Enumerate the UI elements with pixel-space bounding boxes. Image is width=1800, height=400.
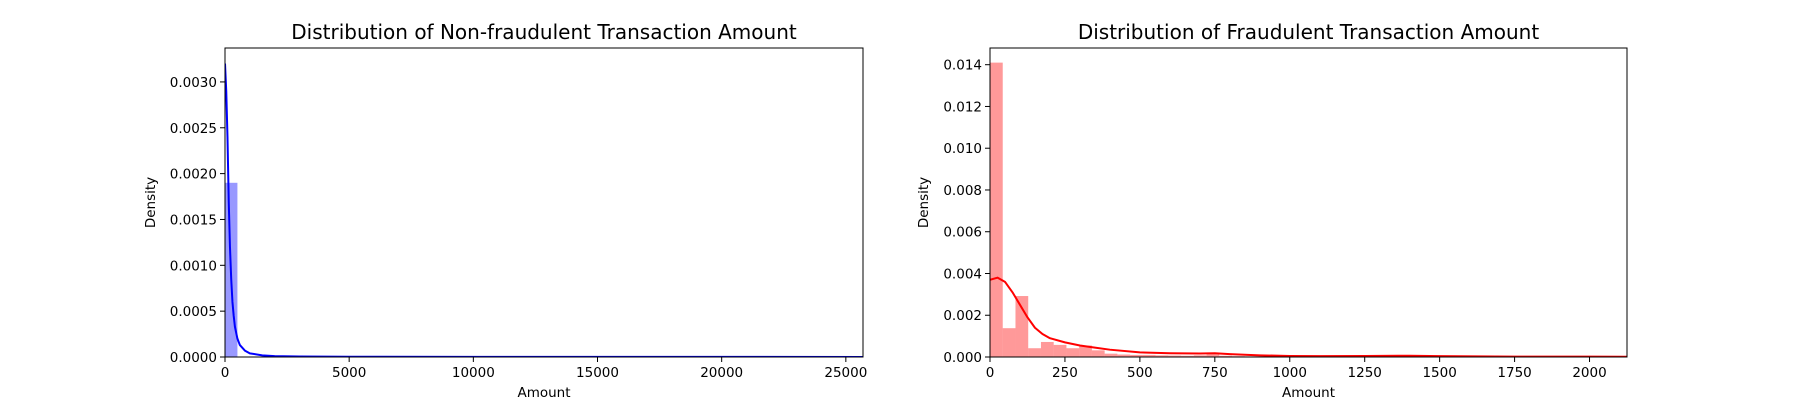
x-tick-label: 20000 xyxy=(700,365,743,381)
histogram-bar xyxy=(1040,341,1054,357)
histogram-bar xyxy=(1117,354,1131,357)
x-tick-label: 2000 xyxy=(1572,365,1606,381)
y-tick-label: 0.002 xyxy=(943,308,982,324)
x-axis-label: Amount xyxy=(517,385,570,400)
axes-frame xyxy=(224,47,864,358)
chart-title: Distribution of Non-fraudulent Transacti… xyxy=(291,20,797,44)
histogram-bar xyxy=(1130,354,1143,357)
histogram-bar xyxy=(1168,355,1182,357)
x-tick-label: 250 xyxy=(1052,365,1078,381)
y-tick-label: 0.010 xyxy=(943,141,982,157)
x-tick-label: 750 xyxy=(1202,365,1228,381)
x-axis-label: Amount xyxy=(1282,385,1335,400)
histogram-bars xyxy=(990,62,1627,357)
histogram-bar xyxy=(1028,348,1041,357)
histogram-bar xyxy=(1155,355,1169,357)
y-tick-label: 0.0015 xyxy=(170,212,217,228)
x-tick-label: 5000 xyxy=(332,365,366,381)
y-tick-label: 0.0000 xyxy=(170,350,217,366)
x-tick-label: 25000 xyxy=(824,365,867,381)
kde-line xyxy=(225,63,863,357)
histogram-bar xyxy=(1079,345,1092,357)
y-tick-label: 0.004 xyxy=(943,266,982,282)
y-tick-label: 0.0005 xyxy=(170,304,217,320)
y-tick-label: 0.0010 xyxy=(170,258,217,274)
y-tick-label: 0.006 xyxy=(943,225,982,241)
x-tick-label: 10000 xyxy=(452,365,495,381)
y-tick-label: 0.008 xyxy=(943,183,982,199)
histogram-bar xyxy=(1206,354,1220,357)
y-tick-label: 0.014 xyxy=(943,58,982,74)
x-tick-label: 500 xyxy=(1127,365,1153,381)
x-tick-label: 1500 xyxy=(1422,365,1456,381)
histogram-bar xyxy=(1091,350,1105,357)
histogram-bar xyxy=(1015,296,1029,357)
x-axis: 0 5000 10000 15000 20000 25000 xyxy=(221,357,867,381)
x-tick-label: 0 xyxy=(986,365,995,381)
y-tick-label: 0.0030 xyxy=(170,75,217,91)
histogram-bar xyxy=(990,62,1003,357)
x-tick-label: 1000 xyxy=(1273,365,1307,381)
y-tick-label: 0.000 xyxy=(943,350,982,366)
y-axis: 0.0000 0.0005 0.0010 0.0015 0.0020 0.0025 0.00… xyxy=(170,75,225,366)
chart-title: Distribution of Fraudulent Transaction A… xyxy=(1078,20,1540,44)
kde-line xyxy=(990,276,1627,357)
x-tick-label: 15000 xyxy=(576,365,619,381)
histogram-bar xyxy=(1104,353,1118,357)
histogram-bar xyxy=(1053,344,1067,357)
axes-frame xyxy=(989,47,1628,358)
histogram-bar xyxy=(1142,354,1156,357)
y-tick-label: 0.012 xyxy=(943,99,982,115)
histogram-bar xyxy=(1219,355,1233,357)
x-tick-label: 0 xyxy=(221,365,230,381)
x-axis: 0 250 500 750 1000 1250 1500 1750 2000 xyxy=(986,357,1607,381)
histogram-bar xyxy=(1066,348,1080,357)
histogram-bar xyxy=(1002,328,1016,357)
y-tick-label: 0.0025 xyxy=(170,121,217,137)
x-tick-label: 1250 xyxy=(1348,365,1382,381)
histogram-bar xyxy=(1193,355,1207,357)
y-axis: 0.000 0.002 0.004 0.006 0.008 0.010 0.012 0.014 xyxy=(943,58,990,366)
y-tick-label: 0.0020 xyxy=(170,167,217,183)
chart-panel-2: 0 250 500 750 1000 1250 1500 1750 2000 0.000 0.002… xyxy=(916,20,1628,400)
y-axis-label: Density xyxy=(143,177,159,228)
histogram-bar xyxy=(1181,355,1194,357)
chart-panel-1: 0 5000 10000 15000 20000 250000.00000.00050.0… xyxy=(143,20,867,400)
y-axis-label: Density xyxy=(916,177,932,228)
x-tick-label: 1750 xyxy=(1497,365,1531,381)
